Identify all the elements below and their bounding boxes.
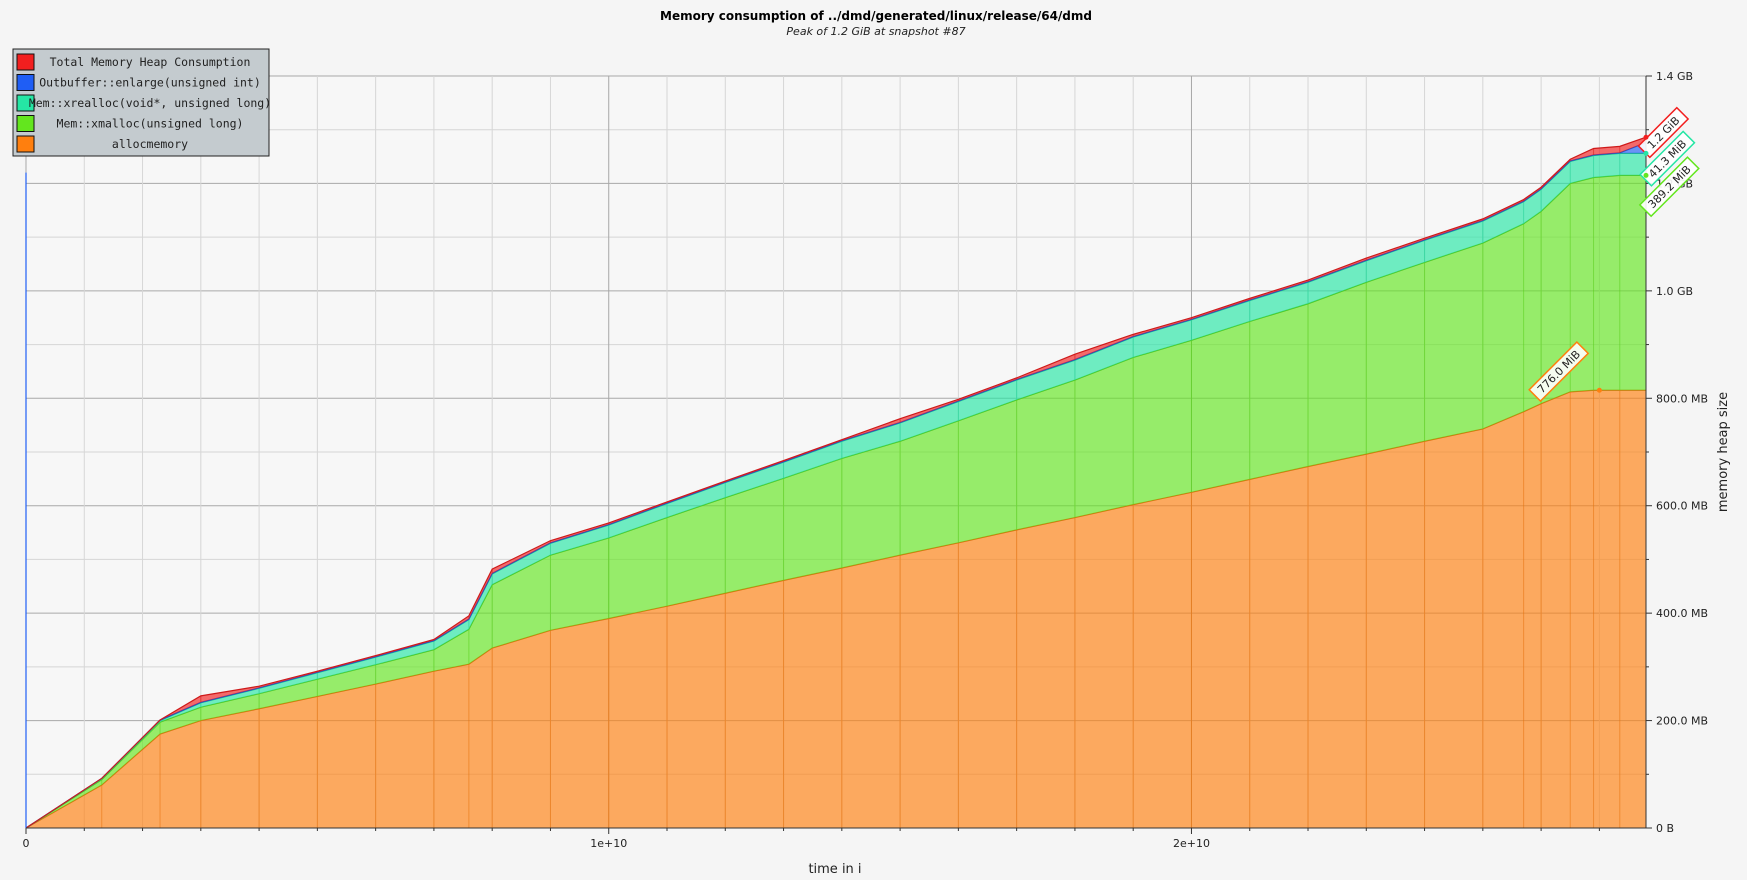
y-tick-label: 1.0 GB <box>1656 285 1693 298</box>
x-tick-label: 1e+10 <box>590 837 627 850</box>
y-axis-label: memory heap size <box>1716 392 1731 512</box>
y-tick-label: 0 B <box>1656 822 1674 835</box>
y-tick-label: 200.0 MB <box>1656 715 1708 728</box>
legend-label: Mem::xrealloc(void*, unsigned long) <box>29 96 271 110</box>
legend-label: Total Memory Heap Consumption <box>50 55 251 69</box>
legend-label: allocmemory <box>112 137 188 151</box>
callout-box <box>1528 340 1590 403</box>
x-tick-label: 0 <box>23 837 30 850</box>
legend-label: Mem::xmalloc(unsigned long) <box>57 117 244 131</box>
series-line-4 <box>25 136 1647 829</box>
legend-box <box>12 48 270 157</box>
legend-swatch <box>16 94 35 112</box>
legend-swatch <box>16 135 35 153</box>
y-tick-label: 800.0 MB <box>1656 392 1708 405</box>
legend: Total Memory Heap ConsumptionOutbuffer::… <box>12 48 271 157</box>
x-tick-label: 2e+10 <box>1173 837 1210 850</box>
y-tick-label: 400.0 MB <box>1656 607 1708 620</box>
area-2 <box>26 153 1646 828</box>
legend-label: Outbuffer::enlarge(unsigned int) <box>39 76 261 90</box>
chart-subtitle: Peak of 1.2 GiB at snapshot #87 <box>786 25 965 38</box>
series-areas <box>25 136 1647 829</box>
callout-marker <box>1643 134 1649 140</box>
chart-title: Memory consumption of ../dmd/generated/l… <box>660 9 1092 23</box>
callout-box <box>1638 156 1700 218</box>
area-1 <box>26 175 1646 828</box>
y-tick-label: 600.0 MB <box>1656 500 1708 513</box>
callout-marker <box>1643 172 1649 178</box>
legend-swatch <box>16 115 35 132</box>
callout-marker <box>1596 387 1602 393</box>
callout-marker <box>1643 150 1649 156</box>
legend-swatch <box>16 74 35 91</box>
y-tick-label: 1.4 GB <box>1656 70 1693 83</box>
legend-swatch <box>16 53 35 71</box>
x-axis-label: time in i <box>808 862 861 877</box>
callout-box <box>1639 130 1696 187</box>
area-0 <box>26 390 1646 828</box>
